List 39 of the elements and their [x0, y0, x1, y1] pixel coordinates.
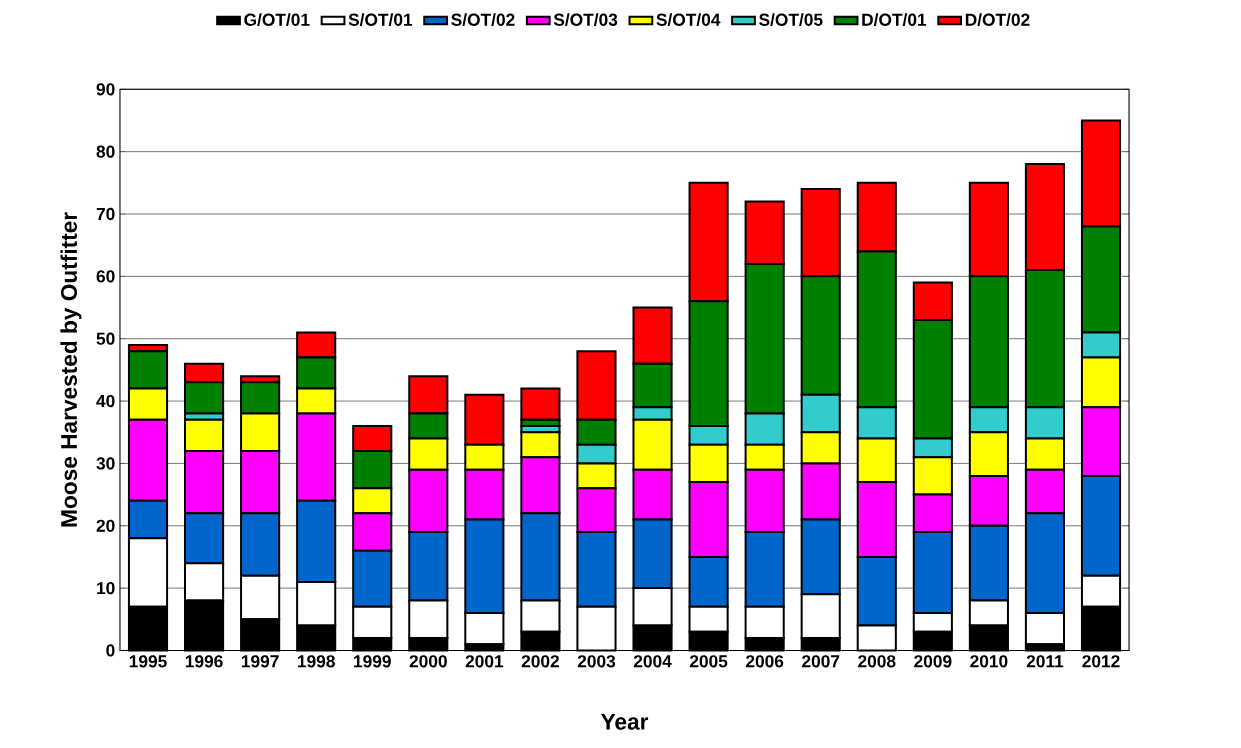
y-tick-label: 60 — [96, 270, 115, 283]
x-tick-label: 2003 — [577, 655, 616, 668]
x-tick-label: 1998 — [297, 655, 335, 668]
y-tick-label: 0 — [106, 644, 115, 657]
legend-label: G/OT/01 — [244, 13, 310, 27]
x-tick-label: 2012 — [1082, 655, 1120, 668]
legend-label: S/OT/02 — [451, 13, 515, 27]
x-tick-label: 1996 — [185, 655, 223, 668]
x-tick-label: 2006 — [745, 655, 784, 668]
bar — [520, 387, 561, 421]
x-tick-label: 2011 — [1026, 655, 1064, 668]
x-tick-label: 2002 — [521, 655, 559, 668]
x-tick-label: 2007 — [802, 655, 840, 668]
y-tick-label: 70 — [96, 207, 115, 221]
x-tick-label: 2001 — [465, 655, 504, 668]
y-tick-label: 50 — [96, 332, 115, 345]
x-tick-label: 1999 — [354, 655, 391, 668]
x-tick-label: 2010 — [970, 655, 1008, 668]
y-tick-label: 80 — [96, 145, 115, 158]
y-tick-label: 10 — [97, 582, 115, 595]
legend-label: S/OT/05 — [759, 13, 823, 27]
x-tick-label: 1995 — [129, 655, 167, 668]
legend-label: D/OT/01 — [862, 13, 927, 27]
x-tick-label: 2008 — [858, 655, 896, 668]
y-axis-title: Moose Harvested by Outfitter — [60, 212, 82, 527]
y-tick-label: 40 — [96, 395, 115, 408]
legend-label: D/OT/02 — [965, 13, 1030, 27]
x-tick-label: 2000 — [409, 655, 447, 668]
legend-label: S/OT/03 — [553, 13, 618, 27]
y-tick-label: 30 — [96, 457, 115, 470]
x-tick-label: 2004 — [633, 655, 672, 668]
legend-label: S/OT/01 — [348, 13, 413, 27]
x-tick-label: 1997 — [241, 655, 279, 668]
y-tick-label: 20 — [96, 519, 115, 533]
x-tick-label: 2005 — [689, 655, 728, 668]
x-tick-label: 2009 — [914, 655, 952, 668]
legend-label: S/OT/04 — [656, 13, 721, 27]
x-axis-title: Year — [600, 714, 649, 730]
y-tick-label: 90 — [96, 83, 115, 96]
